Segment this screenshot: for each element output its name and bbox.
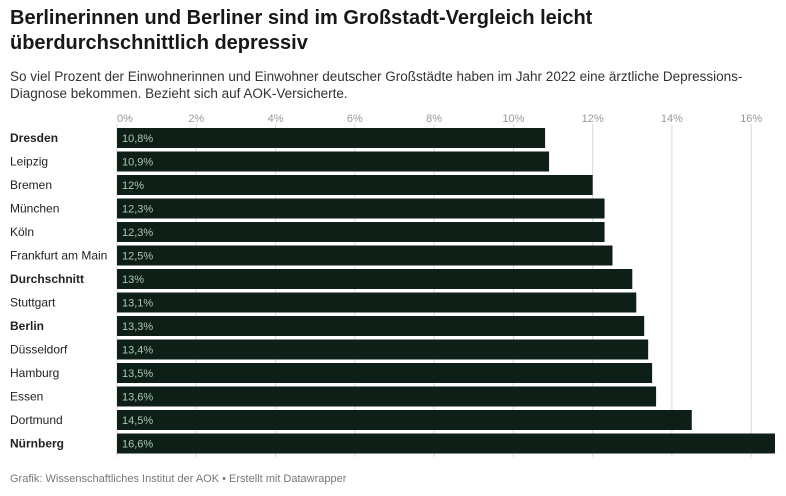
x-tick-label: 4% [268, 113, 284, 125]
bar-chart-svg: 0% 2% 4% 6% 8% 10% 12% 14% 16% Dresden 10,8% Leipzi… [10, 113, 775, 457]
category-label: Hamburg [10, 366, 59, 380]
category-label: Essen [10, 390, 43, 404]
value-label: 12,3% [122, 204, 153, 216]
x-tick-label: 2% [188, 113, 204, 125]
value-label: 13,4% [122, 345, 153, 357]
category-label: Leipzig [10, 155, 48, 169]
category-label: Köln [10, 225, 34, 239]
bar [117, 222, 605, 242]
bar [117, 316, 645, 336]
bar [117, 128, 546, 148]
bar [117, 386, 657, 407]
x-tick-label: 0% [117, 113, 133, 125]
x-tick-label: 8% [426, 113, 442, 125]
chart-footer: Grafik: Wissenschaftliches Institut der … [10, 473, 347, 485]
value-label: 12,3% [122, 227, 153, 239]
category-label: Berlin [10, 319, 44, 333]
x-tick-label: 12% [582, 113, 604, 125]
chart-subtitle: So viel Prozent der Einwohnerinnen und E… [10, 69, 743, 101]
value-label: 13,3% [122, 321, 153, 333]
value-label: 12% [122, 180, 144, 192]
value-label: 10,9% [122, 157, 153, 169]
category-label: Bremen [10, 178, 52, 192]
bar [117, 339, 649, 360]
x-tick-label: 10% [502, 113, 524, 125]
bar [117, 433, 775, 454]
x-tick-label: 6% [347, 113, 363, 125]
chart-title: Berlinerinnen und Berliner sind im Großs… [10, 7, 593, 54]
x-tick-label: 14% [661, 113, 683, 125]
bar [117, 175, 593, 195]
value-label: 12,5% [122, 251, 153, 263]
bar [117, 269, 633, 289]
bar [117, 410, 692, 430]
category-label: Dortmund [10, 413, 63, 427]
bar [117, 292, 637, 313]
value-label: 13,5% [122, 368, 153, 380]
value-label: 13% [122, 274, 144, 286]
bar-chart: 0% 2% 4% 6% 8% 10% 12% 14% 16% Dresden 10,8% Leipzi… [0, 106, 786, 463]
category-label: Nürnberg [10, 437, 64, 451]
value-label: 10,8% [122, 133, 153, 145]
bar [117, 151, 550, 172]
value-label: 16,6% [122, 439, 153, 451]
value-label: 13,6% [122, 392, 153, 404]
category-label: Stuttgart [10, 296, 56, 310]
category-label: Düsseldorf [10, 343, 68, 357]
bar [117, 245, 613, 266]
bar [117, 198, 605, 219]
category-label: München [10, 202, 59, 216]
value-label: 14,5% [122, 415, 153, 427]
category-label: Durchschnitt [10, 272, 84, 286]
x-tick-label: 16% [740, 113, 762, 125]
category-label: Frankfurt am Main [10, 249, 107, 263]
value-label: 13,1% [122, 298, 153, 310]
bar [117, 363, 653, 383]
category-label: Dresden [10, 131, 58, 145]
